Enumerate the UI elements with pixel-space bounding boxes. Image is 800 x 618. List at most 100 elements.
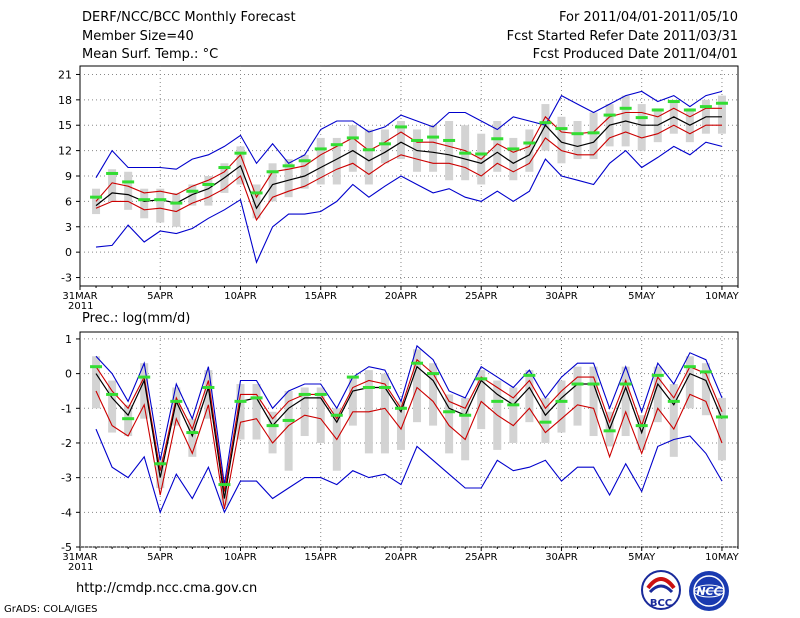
- prec-spread-box: [172, 387, 181, 426]
- temp-spread-box: [380, 129, 389, 164]
- temp-y-tick-label: -3: [61, 272, 72, 285]
- temp-forecast-marker: [330, 143, 343, 147]
- prec-forecast-marker: [170, 399, 183, 403]
- prec-forecast-marker: [635, 424, 648, 428]
- temp-y-tick-label: 12: [58, 145, 72, 158]
- prec-spread-box: [348, 377, 357, 426]
- temp-forecast-marker: [523, 141, 536, 145]
- prec-spread-box: [140, 363, 149, 419]
- temp-forecast-marker: [491, 137, 504, 141]
- prec-forecast-marker: [619, 382, 632, 386]
- prec-forecast-marker: [427, 372, 440, 376]
- temp-forecast-marker: [266, 170, 279, 174]
- temp-forecast-marker: [90, 195, 103, 199]
- temp-forecast-marker: [555, 127, 568, 131]
- prec-forecast-marker: [683, 365, 696, 369]
- temp-spread-box: [493, 121, 502, 172]
- temp-x-tick-year: 2011: [68, 301, 93, 312]
- prec-spread-box: [573, 366, 582, 426]
- temp-forecast-marker: [443, 138, 456, 142]
- temp-spread-box: [557, 116, 566, 164]
- temp-y-tick-label: 9: [65, 170, 72, 183]
- temp-spread-box: [429, 125, 438, 172]
- prec-forecast-marker: [90, 365, 103, 369]
- prec-forecast-marker: [138, 375, 151, 379]
- temp-forecast-marker: [138, 198, 151, 202]
- temp-forecast-marker: [298, 159, 311, 163]
- temp-spread-box: [396, 121, 405, 160]
- prec-spread-box: [589, 366, 598, 437]
- temp-spread-box: [172, 192, 181, 227]
- prec-forecast-marker: [250, 396, 263, 400]
- temp-spread-box: [348, 125, 357, 172]
- prec-forecast-marker: [394, 406, 407, 410]
- prec-forecast-marker: [555, 399, 568, 403]
- prec-forecast-marker: [475, 377, 488, 381]
- temp-spread-box: [589, 112, 598, 160]
- temp-spread-box: [332, 137, 341, 185]
- prec-forecast-marker: [459, 413, 472, 417]
- temp-spread-box: [284, 159, 293, 198]
- prec-x-tick-label: 5MAY: [628, 552, 656, 563]
- prec-spread-box: [525, 370, 534, 423]
- prec-y-tick-label: 1: [65, 333, 72, 346]
- prec-ensemble-min-line: [95, 428, 723, 514]
- temp-spread-upper-line: [95, 107, 722, 202]
- temp-x-tick-label: 25APR: [465, 291, 498, 302]
- temp-spread-box: [156, 188, 165, 223]
- temp-forecast-marker: [314, 147, 327, 151]
- prec-forecast-marker: [523, 373, 536, 377]
- temp-forecast-marker: [651, 108, 664, 112]
- temp-forecast-marker: [202, 182, 215, 186]
- temp-forecast-marker: [699, 105, 712, 109]
- temp-forecast-marker: [170, 201, 183, 205]
- prec-forecast-marker: [507, 403, 520, 407]
- prec-spread-box: [541, 397, 550, 443]
- ncc-logo: NCC: [689, 571, 729, 611]
- bcc-logo: BCC: [641, 570, 681, 610]
- temp-spread-box: [525, 129, 534, 172]
- temp-forecast-marker: [635, 116, 648, 120]
- temp-forecast-marker: [715, 101, 728, 105]
- prec-forecast-marker: [715, 415, 728, 419]
- prec-x-tick-year: 2011: [68, 562, 93, 573]
- temp-spread-box: [140, 188, 149, 219]
- prec-y-tick-label: 0: [65, 368, 72, 381]
- temp-x-tick-label: 10MAY: [705, 291, 739, 302]
- prec-forecast-marker: [378, 385, 391, 389]
- prec-spread-box: [124, 404, 133, 437]
- prec-spread-box: [653, 366, 662, 423]
- temp-spread-box: [364, 129, 373, 185]
- prec-spread-box: [477, 370, 486, 430]
- temp-spread-box: [445, 121, 454, 181]
- prec-forecast-marker: [443, 410, 456, 414]
- temp-spread-box: [541, 104, 550, 151]
- temp-y-tick-label: 0: [65, 246, 72, 259]
- temp-forecast-marker: [362, 148, 375, 152]
- temp-forecast-marker: [475, 152, 488, 156]
- prec-spread-box: [188, 418, 197, 457]
- prec-panel-title: Prec.: log(mm/d): [82, 311, 190, 326]
- temp-forecast-marker: [378, 142, 391, 146]
- started-refer-label: Fcst Started Refer Date 2011/03/31: [506, 29, 738, 44]
- temp-x-tick-label: 30APR: [545, 291, 578, 302]
- temp-y-tick-label: 18: [58, 94, 72, 107]
- prec-spread-box: [300, 387, 309, 437]
- prec-x-tick-label: 25APR: [465, 552, 498, 563]
- temp-forecast-marker: [571, 132, 584, 136]
- temp-ensemble-min-line: [95, 141, 723, 264]
- temp-ensemble-mean-line: [95, 116, 722, 210]
- chart-title: DERF/NCC/BCC Monthly Forecast: [82, 10, 296, 25]
- prec-forecast-marker: [571, 382, 584, 386]
- prec-forecast-marker: [218, 483, 231, 487]
- prec-spread-upper-line: [95, 358, 723, 492]
- temp-forecast-marker: [667, 100, 680, 104]
- temp-forecast-marker: [411, 138, 424, 142]
- temp-spread-box: [268, 163, 277, 202]
- prec-spread-box: [380, 373, 389, 454]
- temp-forecast-marker: [346, 136, 359, 140]
- temp-x-tick-label: 5MAY: [628, 291, 656, 302]
- source-url: http://cmdp.ncc.cma.gov.cn: [76, 581, 258, 596]
- prec-spread-box: [396, 401, 405, 450]
